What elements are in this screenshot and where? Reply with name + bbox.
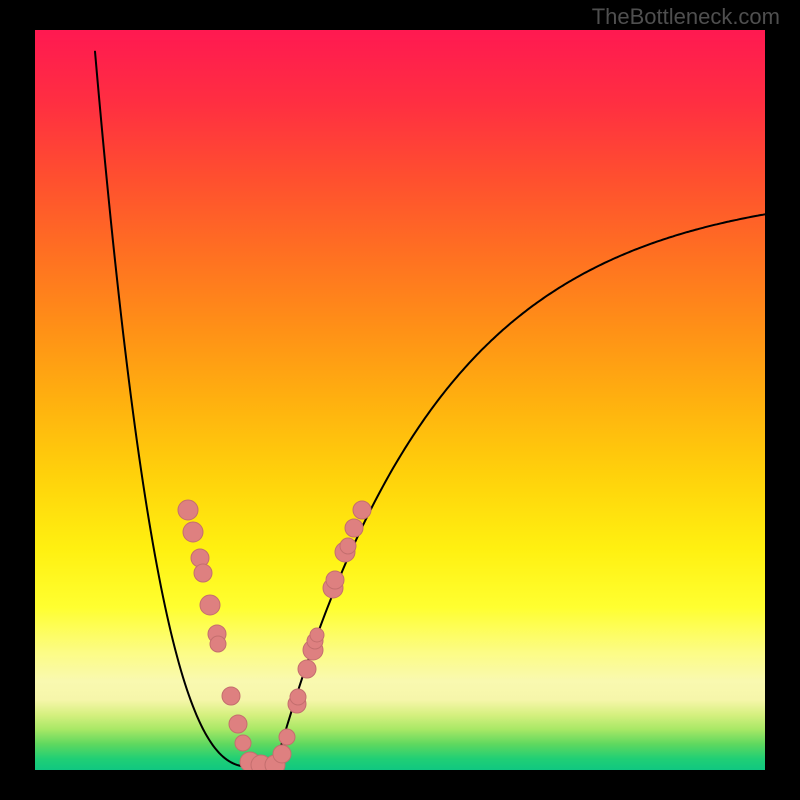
data-marker bbox=[290, 689, 306, 705]
data-markers bbox=[178, 500, 371, 770]
data-marker bbox=[326, 571, 344, 589]
data-marker bbox=[273, 745, 291, 763]
data-marker bbox=[194, 564, 212, 582]
bottleneck-curve bbox=[95, 52, 765, 767]
watermark-text: TheBottleneck.com bbox=[592, 4, 780, 30]
data-marker bbox=[229, 715, 247, 733]
data-marker bbox=[210, 636, 226, 652]
data-marker bbox=[298, 660, 316, 678]
data-marker bbox=[310, 628, 324, 642]
data-marker bbox=[279, 729, 295, 745]
data-marker bbox=[183, 522, 203, 542]
data-marker bbox=[353, 501, 371, 519]
plot-area bbox=[35, 30, 765, 770]
data-marker bbox=[178, 500, 198, 520]
chart-frame bbox=[0, 0, 800, 800]
data-marker bbox=[200, 595, 220, 615]
data-marker bbox=[222, 687, 240, 705]
data-marker bbox=[340, 538, 356, 554]
curve-layer bbox=[35, 30, 765, 770]
data-marker bbox=[235, 735, 251, 751]
data-marker bbox=[345, 519, 363, 537]
